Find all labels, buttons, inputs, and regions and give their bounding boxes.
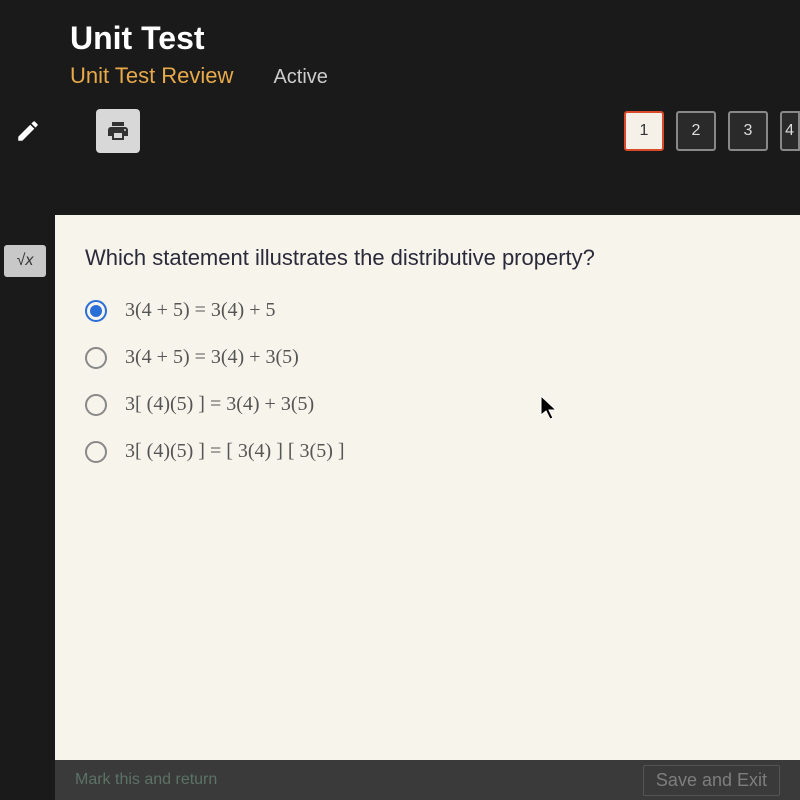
question-text: Which statement illustrates the distribu… <box>85 245 770 271</box>
nav-question-3[interactable]: 3 <box>728 111 768 151</box>
header: Unit Test Unit Test Review Active <box>0 0 800 89</box>
radio-icon[interactable] <box>85 300 107 322</box>
option-label: 3[ (4)(5) ] = [ 3(4) ] [ 3(5) ] <box>125 440 345 463</box>
question-nav: 1 2 3 4 <box>624 111 800 151</box>
options-group: 3(4 + 5) = 3(4) + 5 3(4 + 5) = 3(4) + 3(… <box>85 299 770 463</box>
left-tools: √x <box>0 245 50 277</box>
cursor-icon <box>540 395 558 421</box>
radio-icon[interactable] <box>85 347 107 369</box>
radio-icon[interactable] <box>85 394 107 416</box>
page-title: Unit Test <box>70 20 800 57</box>
option-row[interactable]: 3[ (4)(5) ] = 3(4) + 3(5) <box>85 393 770 416</box>
mark-return-link[interactable]: Mark this and return <box>75 771 217 789</box>
save-exit-button[interactable]: Save and Exit <box>643 765 780 796</box>
option-label: 3(4 + 5) = 3(4) + 3(5) <box>125 346 299 369</box>
subtitle-row: Unit Test Review Active <box>70 63 800 89</box>
toolbar: 1 2 3 4 <box>0 89 800 163</box>
radio-icon[interactable] <box>85 441 107 463</box>
status-label: Active <box>273 66 327 89</box>
option-row[interactable]: 3[ (4)(5) ] = [ 3(4) ] [ 3(5) ] <box>85 440 770 463</box>
option-row[interactable]: 3(4 + 5) = 3(4) + 3(5) <box>85 346 770 369</box>
pencil-icon[interactable] <box>10 113 46 149</box>
test-section: Unit Test Review <box>70 63 233 89</box>
nav-question-2[interactable]: 2 <box>676 111 716 151</box>
nav-question-4[interactable]: 4 <box>780 111 800 151</box>
footer-bar: Mark this and return Save and Exit <box>55 760 800 800</box>
print-button[interactable] <box>96 109 140 153</box>
option-label: 3(4 + 5) = 3(4) + 5 <box>125 299 275 322</box>
sqrt-tool-button[interactable]: √x <box>4 245 46 277</box>
option-row[interactable]: 3(4 + 5) = 3(4) + 5 <box>85 299 770 322</box>
question-panel: Which statement illustrates the distribu… <box>55 215 800 770</box>
option-label: 3[ (4)(5) ] = 3(4) + 3(5) <box>125 393 314 416</box>
nav-question-1[interactable]: 1 <box>624 111 664 151</box>
